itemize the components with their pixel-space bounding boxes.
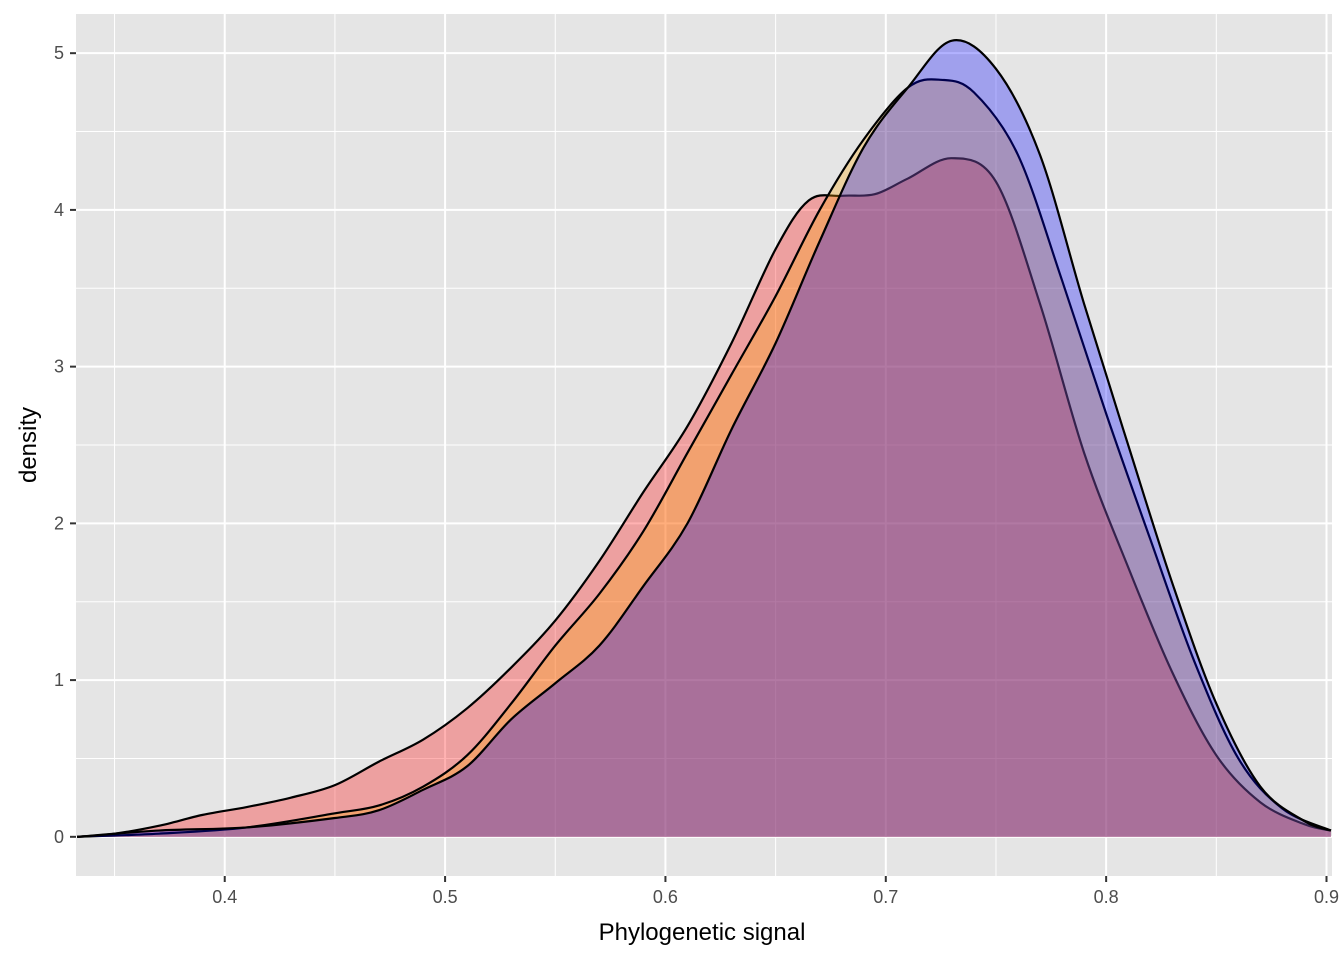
y-tick-label: 0 — [54, 827, 64, 847]
x-tick-label: 0.9 — [1314, 887, 1339, 907]
density-area-1 — [77, 158, 1331, 837]
density-area-2 — [77, 79, 1331, 837]
x-tick-label: 0.7 — [873, 887, 898, 907]
density-line-1 — [77, 157, 1332, 838]
x-tick-label: 0.5 — [433, 887, 458, 907]
y-tick-label: 4 — [54, 200, 64, 220]
y-tick-label: 5 — [54, 43, 64, 63]
density-area-3 — [77, 40, 1331, 837]
y-axis: 0 1 2 3 4 5 — [54, 43, 76, 847]
x-tick-label: 0.8 — [1094, 887, 1119, 907]
x-tick-label: 0.6 — [653, 887, 678, 907]
y-tick-label: 1 — [54, 670, 64, 690]
x-tick-label: 0.4 — [212, 887, 237, 907]
density-line-2 — [77, 78, 1332, 838]
x-axis-title: Phylogenetic signal — [599, 919, 806, 946]
density-line-3 — [77, 39, 1332, 838]
minor-grid — [76, 14, 1332, 876]
major-grid — [76, 14, 1332, 876]
y-tick-label: 3 — [54, 357, 64, 377]
density-series — [77, 39, 1332, 838]
x-axis: 0.4 0.5 0.6 0.7 0.8 0.9 — [212, 876, 1339, 907]
y-tick-label: 2 — [54, 513, 64, 533]
y-axis-title: density — [15, 407, 42, 483]
